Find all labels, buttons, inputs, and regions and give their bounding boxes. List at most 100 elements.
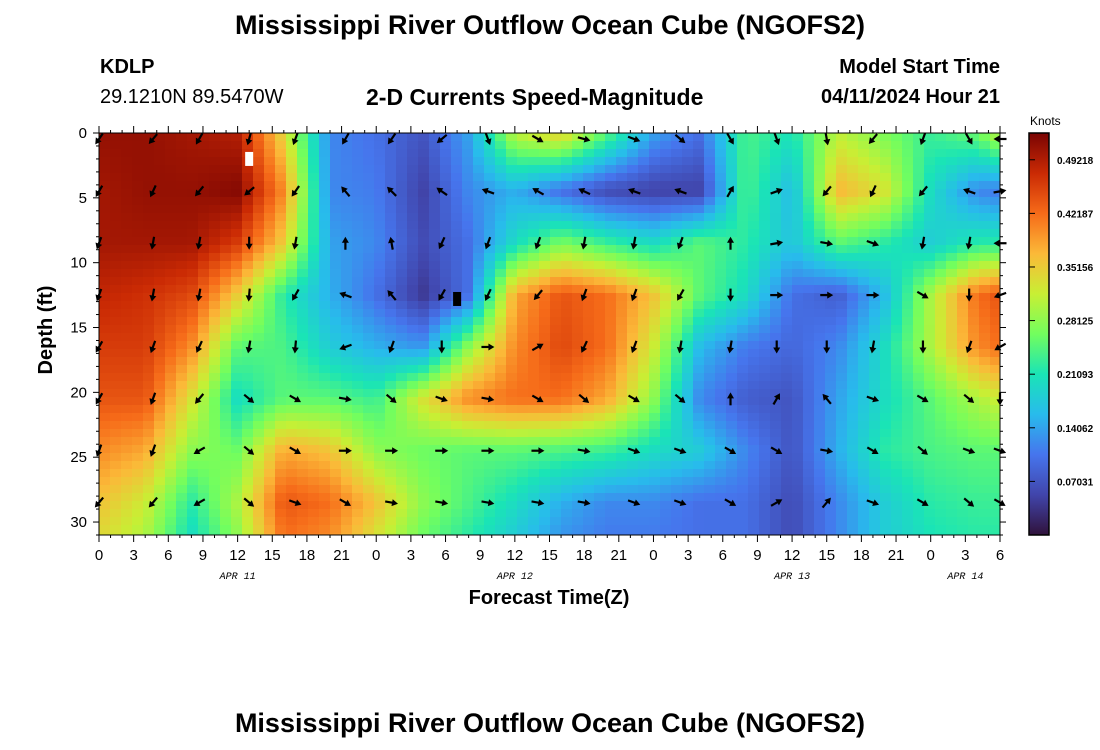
heatmap-cell	[935, 205, 947, 214]
heatmap-cell	[759, 245, 771, 254]
heatmap-cell	[781, 389, 793, 398]
heatmap-cell	[319, 533, 331, 536]
heatmap-cell	[748, 213, 760, 222]
heatmap-cell	[726, 533, 738, 536]
heatmap-cell	[121, 149, 133, 158]
vector-head	[345, 447, 352, 455]
heatmap-cell	[902, 517, 914, 526]
heatmap-cell	[385, 269, 397, 278]
heatmap-cell	[242, 517, 254, 526]
heatmap-cell	[110, 533, 122, 536]
heatmap-cell	[297, 229, 309, 238]
heatmap-cell	[935, 389, 947, 398]
heatmap-cell	[341, 197, 353, 206]
heatmap-cell	[231, 165, 243, 174]
heatmap-cell	[242, 373, 254, 382]
heatmap-cell	[583, 349, 595, 358]
heatmap-cell	[407, 181, 419, 190]
heatmap-cell	[451, 317, 463, 326]
heatmap-cell	[440, 445, 452, 454]
heatmap-cell	[671, 309, 683, 318]
heatmap-cell	[825, 389, 837, 398]
heatmap-cell	[528, 309, 540, 318]
heatmap-cell	[506, 333, 518, 342]
vector-head	[436, 136, 444, 144]
heatmap-cell	[990, 357, 1001, 366]
heatmap-cell	[176, 181, 188, 190]
heatmap-cell	[616, 493, 628, 502]
x-tick-label: 6	[164, 547, 172, 564]
heatmap-cell	[495, 461, 507, 470]
heatmap-cell	[847, 253, 859, 262]
heatmap-cell	[825, 477, 837, 486]
heatmap-cell	[407, 445, 419, 454]
heatmap-cell	[418, 381, 430, 390]
heatmap-cell	[891, 301, 903, 310]
heatmap-cell	[946, 285, 958, 294]
heatmap-cell	[616, 149, 628, 158]
heatmap-cell	[649, 189, 661, 198]
vector-head	[391, 499, 398, 507]
heatmap-cell	[781, 325, 793, 334]
heatmap-cell	[693, 365, 705, 374]
heatmap-cell	[946, 245, 958, 254]
heatmap-cell	[143, 365, 155, 374]
heatmap-cell	[297, 181, 309, 190]
heatmap-cell	[869, 373, 881, 382]
heatmap-cell	[550, 453, 562, 462]
heatmap-cell	[484, 325, 496, 334]
heatmap-cell	[561, 517, 573, 526]
heatmap-cell	[242, 469, 254, 478]
heatmap-cell	[451, 373, 463, 382]
heatmap-cell	[715, 349, 727, 358]
heatmap-cell	[770, 221, 782, 230]
heatmap-cell	[550, 165, 562, 174]
heatmap-cell	[759, 421, 771, 430]
heatmap-cell	[407, 413, 419, 422]
heatmap-cell	[297, 285, 309, 294]
heatmap-cell	[660, 181, 672, 190]
heatmap-cell	[957, 485, 969, 494]
heatmap-cell	[880, 349, 892, 358]
x-tick-label: 9	[476, 547, 484, 564]
x-tick-label: 9	[753, 547, 761, 564]
vector-head	[726, 346, 734, 354]
heatmap-cell	[968, 221, 980, 230]
heatmap-cell	[539, 309, 551, 318]
heatmap-cell	[297, 173, 309, 182]
heatmap-cell	[693, 173, 705, 182]
heatmap-cell	[330, 165, 342, 174]
heatmap-cell	[550, 205, 562, 214]
heatmap-cell	[231, 333, 243, 342]
heatmap-cell	[506, 445, 518, 454]
heatmap-cell	[264, 493, 276, 502]
heatmap-cell	[231, 389, 243, 398]
heatmap-cell	[429, 317, 441, 326]
heatmap-cell	[924, 301, 936, 310]
heatmap-cell	[880, 357, 892, 366]
heatmap-cell	[473, 141, 485, 150]
y-tick-label: 10	[70, 255, 87, 272]
heatmap-cell	[242, 349, 254, 358]
heatmap-cell	[924, 173, 936, 182]
heatmap-cell	[814, 381, 826, 390]
heatmap-cell	[968, 509, 980, 518]
heatmap-cell	[715, 509, 727, 518]
heatmap-cell	[660, 357, 672, 366]
vector-head	[578, 187, 586, 195]
heatmap-cell	[682, 229, 694, 238]
heatmap-cell	[561, 533, 573, 536]
heatmap-cell	[99, 309, 111, 318]
heatmap-cell	[187, 213, 199, 222]
heatmap-cell	[132, 517, 144, 526]
heatmap-cell	[220, 453, 232, 462]
heatmap-cell	[187, 445, 199, 454]
heatmap-cell	[858, 525, 870, 534]
heatmap-cell	[286, 357, 298, 366]
heatmap-cell	[913, 269, 925, 278]
heatmap-cell	[572, 181, 584, 190]
heatmap-cell	[825, 413, 837, 422]
heatmap-cell	[616, 309, 628, 318]
heatmap-cell	[451, 477, 463, 486]
heatmap-cell	[330, 285, 342, 294]
